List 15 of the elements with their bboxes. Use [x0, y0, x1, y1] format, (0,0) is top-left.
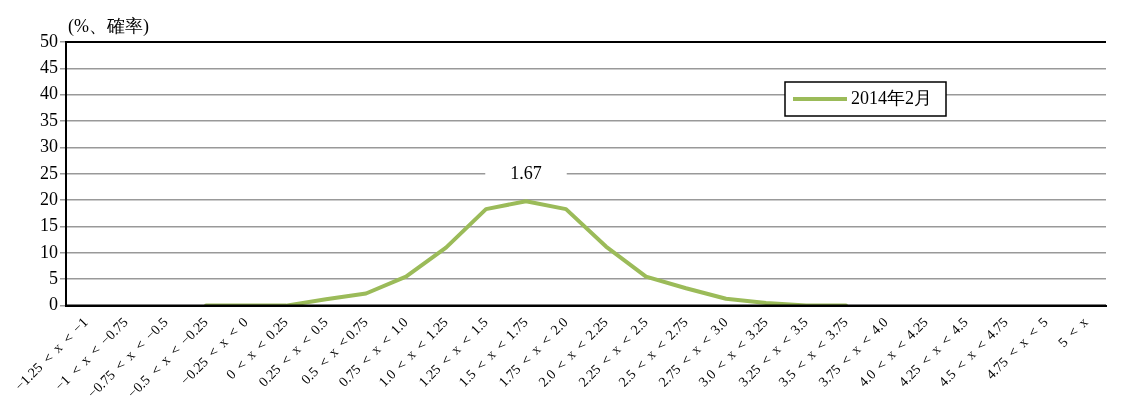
y-tick-label: 45 [40, 57, 58, 78]
y-tick-label: 5 [49, 267, 58, 288]
legend-label: 2014年2月 [851, 87, 932, 108]
y-tick-label: 10 [40, 241, 58, 262]
y-tick-label: 50 [40, 30, 58, 51]
y-tick-label: 15 [40, 215, 58, 236]
y-axis-title: (%、確率) [68, 15, 149, 37]
y-tick-label: 0 [49, 294, 58, 315]
y-tick-label: 40 [40, 83, 58, 104]
y-tick-label: 20 [40, 188, 58, 209]
y-tick-label: 25 [40, 162, 58, 183]
x-tick-label: 5 ＜ x [1055, 314, 1091, 351]
annotation: 1.67 [510, 162, 542, 183]
y-tick-label: 35 [40, 109, 58, 130]
y-tick-label: 30 [40, 136, 58, 157]
